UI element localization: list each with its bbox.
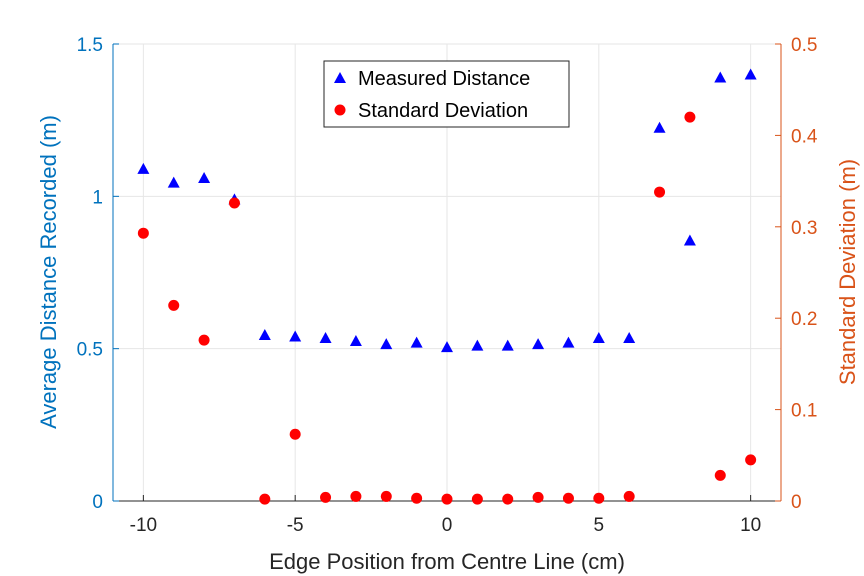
measured-distance-point [653, 121, 666, 133]
measured-distance-point [592, 332, 605, 344]
measured-distance-point [410, 336, 423, 348]
x-tick-label: 0 [442, 515, 453, 536]
standard-deviation-point [684, 111, 696, 123]
measured-distance-point [532, 338, 545, 350]
x-tick-label: -5 [287, 515, 304, 536]
measured-distance-point [137, 162, 150, 174]
standard-deviation-point [532, 491, 544, 503]
standard-deviation-point [289, 428, 301, 440]
standard-deviation-point [714, 469, 726, 481]
measured-distance-point [683, 234, 696, 246]
standard-deviation-point [745, 454, 757, 466]
x-axis-label: Edge Position from Centre Line (cm) [269, 549, 625, 574]
standard-deviation-point [441, 493, 453, 505]
right-tick-label: 0.2 [791, 309, 817, 330]
standard-deviation-point [228, 197, 240, 209]
standard-deviation-point [654, 186, 666, 198]
right-tick-label: 0 [791, 492, 802, 513]
standard-deviation-point [259, 493, 271, 505]
standard-deviation-point [623, 490, 635, 502]
standard-deviation-point [380, 490, 392, 502]
standard-deviation-point [502, 493, 514, 505]
measured-distance-point [501, 339, 514, 351]
standard-deviation-point [320, 491, 332, 503]
standard-deviation-point [350, 490, 362, 502]
x-tick-label: 10 [740, 515, 761, 536]
standard-deviation-point [198, 334, 210, 346]
standard-deviation-point [137, 227, 149, 239]
left-tick-label: 0 [92, 492, 103, 513]
standard-deviation-point [593, 492, 605, 504]
legend-triangle-marker [334, 72, 346, 83]
measured-distance-point [714, 71, 727, 83]
tick-labels: -10 -5 0 5 10 0 0.5 1 1.5 0 0.1 0.2 0.3 0.4 0.5 [77, 35, 818, 536]
standard-deviation-point [168, 299, 180, 311]
left-axis-label: Average Distance Recorded (m) [36, 115, 61, 429]
legend-label-standard-deviation: Standard Deviation [358, 100, 528, 122]
measured-distance-point [198, 172, 211, 184]
legend-circle-marker [334, 104, 346, 116]
measured-distance-point [167, 176, 180, 188]
legend-label-measured-distance: Measured Distance [358, 68, 530, 90]
measured-distance-point [623, 332, 636, 344]
legend-box [323, 60, 570, 128]
measured-distance-point [744, 68, 757, 80]
right-axis-label: Standard Deviation (m) [835, 159, 860, 385]
measured-distance-point [471, 339, 484, 351]
standard-deviation-point [411, 492, 423, 504]
measured-distance-point [349, 335, 362, 347]
measured-distance-point [258, 328, 271, 340]
measured-distance-point [562, 336, 575, 348]
right-tick-label: 0.1 [791, 401, 817, 422]
right-tick-label: 0.4 [791, 126, 818, 147]
right-tick-label: 0.3 [791, 218, 817, 239]
measured-distance-point [441, 341, 453, 353]
left-tick-label: 1.5 [77, 35, 103, 56]
measured-distance-point [289, 330, 302, 342]
legend: Measured Distance Standard Deviation [323, 60, 570, 128]
standard-deviation-point [562, 492, 574, 504]
data-marks [137, 68, 757, 505]
standard-deviation-point [471, 493, 483, 505]
right-tick-label: 0.5 [791, 35, 817, 56]
measured-distance-point [319, 332, 332, 344]
measured-distance-point [380, 338, 393, 350]
left-tick-label: 1 [92, 187, 103, 208]
x-tick-label: 5 [594, 515, 605, 536]
x-tick-label: -10 [130, 515, 157, 536]
left-tick-label: 0.5 [77, 340, 103, 361]
